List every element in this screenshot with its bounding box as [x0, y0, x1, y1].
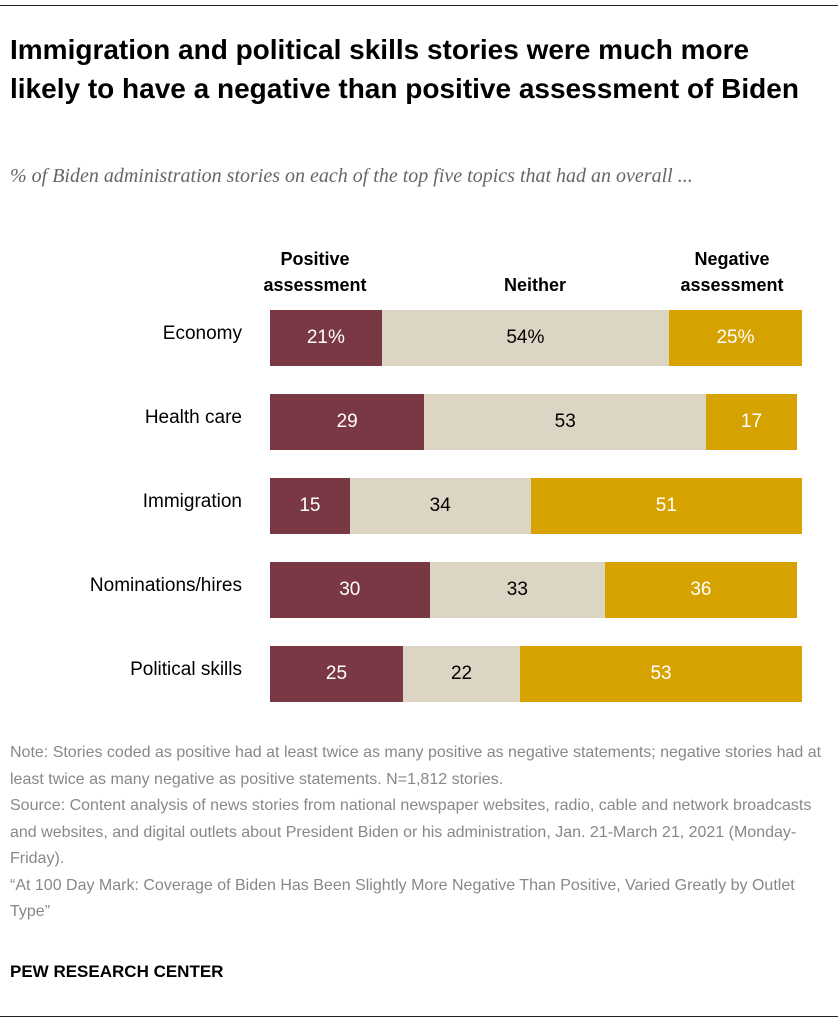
report-title: “At 100 Day Mark: Coverage of Biden Has … [10, 876, 795, 921]
source-text: Source: Content analysis of news stories… [10, 797, 812, 867]
bar-segment-negative: 51 [530, 478, 802, 534]
bar-segment-positive: 21% [270, 310, 382, 366]
data-label: 29 [336, 411, 358, 432]
data-label: 22 [450, 663, 473, 684]
category-label: Immigration [142, 491, 242, 512]
legend-negative-line1: Negative [694, 249, 770, 269]
legend-neither: Neither [470, 272, 600, 298]
legend-negative-line2: assessment [680, 275, 784, 295]
category-label: Nominations/hires [89, 575, 242, 596]
data-label: 36 [690, 579, 712, 600]
bar-segment-negative: 53 [520, 646, 802, 702]
data-label: 33 [506, 579, 528, 600]
bar-segment-positive: 30 [270, 562, 430, 618]
bar-segment-positive: 29 [270, 394, 425, 450]
footnotes: Note: Stories coded as positive had at l… [10, 740, 830, 926]
data-label: 17 [740, 411, 763, 432]
data-label: 15 [299, 495, 321, 516]
data-label: 25% [716, 327, 755, 348]
data-label: 53 [650, 663, 672, 684]
data-label: 30 [339, 579, 361, 600]
bar-segment-neither: 53 [424, 394, 707, 450]
bar-segment-neither: 22 [403, 646, 521, 702]
legend-neither-label: Neither [503, 275, 566, 295]
chart-title: Immigration and political skills stories… [10, 34, 799, 104]
brand-logo-text: PEW RESEARCH CENTER [10, 962, 224, 981]
data-label: 25 [325, 663, 348, 684]
category-label: Political skills [130, 659, 242, 680]
bar-segment-positive: 25 [270, 646, 403, 702]
bar-segment-negative: 36 [605, 562, 797, 618]
legend-positive: Positive assessment [240, 246, 390, 298]
category-label: Economy [162, 323, 242, 344]
legend-positive-line1: Positive [280, 249, 350, 269]
legend-positive-line2: assessment [263, 275, 367, 295]
chart-subtitle: % of Biden administration stories on eac… [10, 165, 693, 187]
bar-segment-neither: 34 [349, 478, 531, 534]
data-label: 53 [554, 411, 576, 432]
data-label: 21% [306, 327, 345, 348]
bar-segment-neither: 33 [429, 562, 606, 618]
category-label: Health care [144, 407, 242, 428]
top-rule [0, 5, 838, 6]
bar-segment-neither: 54% [381, 310, 669, 366]
bar-segment-positive: 15 [270, 478, 350, 534]
bottom-rule [0, 1016, 838, 1017]
note-text: Note: Stories coded as positive had at l… [10, 744, 822, 788]
legend-negative: Negative assessment [662, 246, 802, 298]
bar-segment-negative: 25% [669, 310, 802, 366]
bar-segment-negative: 17 [706, 394, 797, 450]
data-label: 51 [655, 495, 677, 516]
data-label: 34 [429, 495, 451, 516]
data-label: 54% [506, 327, 545, 348]
